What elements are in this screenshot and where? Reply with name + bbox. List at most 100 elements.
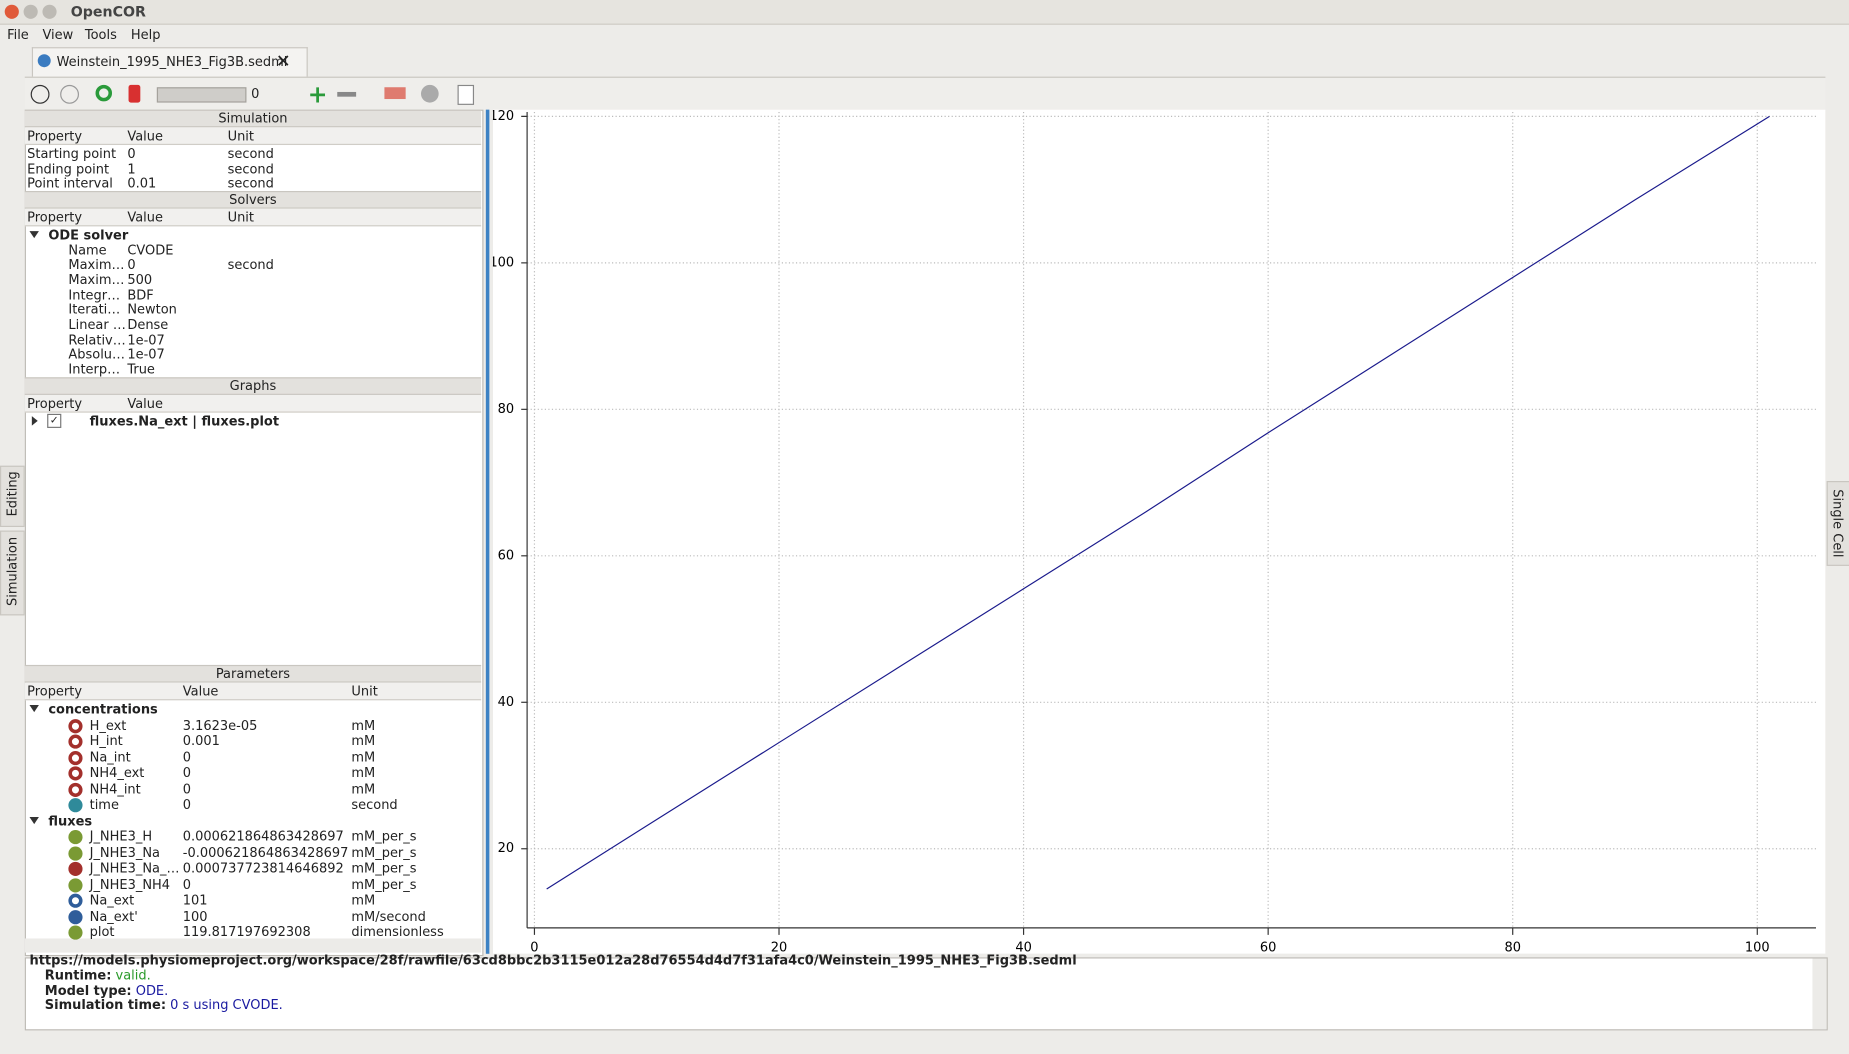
side-tab-label: Editing [4, 471, 21, 517]
cell: -0.000621864863428697 [182, 844, 349, 861]
x-tick-label: 20 [771, 940, 787, 953]
export-button[interactable] [457, 84, 475, 105]
cell: Na_ext' [89, 908, 138, 924]
x-tick-label: 0 [530, 940, 538, 953]
cell: 101 [182, 892, 208, 908]
y-tick-label: 20 [498, 841, 514, 856]
reset-button[interactable] [95, 84, 113, 102]
x-tick-label: 60 [1260, 940, 1276, 953]
cell: NH4_ext [89, 765, 145, 781]
cell: Integr… [68, 287, 121, 303]
cellml-button[interactable] [384, 87, 406, 100]
variable-icon [68, 909, 83, 924]
cell: Linear … [68, 317, 126, 333]
delay-slider[interactable] [156, 87, 247, 103]
cell: Name [68, 242, 107, 258]
cell: plot [89, 924, 115, 940]
cell: J_NHE3_NH4 [89, 876, 171, 892]
cell: 1e-07 [127, 347, 165, 363]
cell: 0 [182, 749, 192, 765]
side-tab-label: Simulation [4, 536, 21, 606]
column-label: Value [127, 396, 163, 412]
output-line: Simulation time: 0 s using CVODE. [45, 998, 283, 1013]
menu-item[interactable]: Help [130, 27, 161, 43]
variable-icon [68, 718, 83, 733]
clear-button[interactable] [128, 84, 141, 103]
cell: Maxim… [68, 257, 125, 273]
cell: J_NHE3_H [89, 828, 153, 845]
file-tab[interactable]: Weinstein_1995_NHE3_Fig3B.sedml ✕ [31, 47, 308, 77]
menu-item[interactable]: Tools [84, 27, 117, 43]
h-scrollbar[interactable] [24, 938, 482, 953]
cell: mM_per_s [351, 860, 417, 876]
close-button[interactable] [4, 4, 19, 19]
column-label: Property [27, 209, 83, 226]
cell: mM [351, 749, 376, 765]
section-header: Simulation [24, 109, 482, 128]
expand-arrow [31, 416, 38, 426]
cell: 0 [182, 876, 192, 892]
y-tick-label: 60 [498, 548, 514, 563]
group-label: concentrations [48, 701, 158, 717]
cell: Na_ext [89, 892, 135, 908]
cell: BDF [127, 287, 154, 303]
column-label: Property [27, 128, 83, 144]
splitter[interactable] [485, 109, 490, 954]
group-label: fluxes [48, 812, 93, 829]
remove-button[interactable] [337, 91, 357, 97]
window-title: OpenCOR [70, 3, 146, 21]
sedml-button[interactable] [420, 84, 439, 103]
delay-value: 0 [251, 86, 260, 102]
variable-icon [68, 829, 83, 845]
column-label: Unit [351, 683, 378, 700]
tab-close[interactable]: ✕ [275, 50, 291, 72]
variable-icon [68, 782, 83, 797]
cell: 0 [182, 781, 192, 797]
plot-background [492, 109, 1826, 954]
v-scrollbar[interactable] [1812, 958, 1827, 1030]
side-tab[interactable]: Editing [0, 465, 25, 527]
cell: 1e-07 [127, 332, 165, 348]
stop-button[interactable] [60, 84, 80, 104]
add-button[interactable]: + [307, 80, 328, 109]
menu-item[interactable]: File [7, 27, 29, 43]
column-header [24, 127, 482, 146]
output-label: Model type: [44, 982, 132, 999]
checkbox[interactable]: ✓ [47, 413, 62, 428]
toolbar: 0 + [24, 76, 1826, 111]
cell: mM [351, 733, 376, 749]
variable-icon [68, 861, 83, 876]
column-label: Property [27, 396, 83, 412]
cell: 0.01 [127, 176, 157, 192]
column-label: Value [182, 683, 219, 700]
cell: Newton [127, 302, 177, 318]
cell: second [227, 161, 274, 177]
run-button[interactable] [30, 84, 50, 104]
minimize-button[interactable] [23, 4, 38, 19]
cell: mM/second [351, 908, 426, 924]
cell: second [227, 257, 274, 273]
cell: 0.000737723814646892 [182, 860, 344, 876]
menu-item[interactable]: View [42, 27, 74, 43]
cell: mM [351, 892, 376, 908]
column-header [24, 394, 482, 413]
cell: Starting point [27, 146, 117, 162]
cell: 1 [127, 161, 136, 177]
section-header: Parameters [24, 664, 482, 683]
y-tick-label: 80 [498, 402, 514, 417]
cell: True [127, 362, 155, 378]
title-bar: OpenCOR [0, 0, 1849, 25]
side-tab[interactable]: Simulation [0, 530, 25, 616]
cell: Absolu… [68, 347, 125, 363]
maximize-button[interactable] [42, 4, 57, 19]
side-tab[interactable]: Single Cell [1826, 481, 1849, 566]
x-tick-label: 80 [1504, 940, 1520, 953]
cell: 500 [127, 272, 153, 288]
cell: second [351, 796, 398, 813]
menu-bar: File View Tools Help [0, 25, 1849, 46]
y-tick-label: 40 [498, 695, 514, 710]
output-line: Model type: ODE. [45, 983, 168, 998]
column-label: Value [127, 128, 163, 144]
output-pane: https://models.physiomeproject.org/works… [24, 953, 1828, 1031]
